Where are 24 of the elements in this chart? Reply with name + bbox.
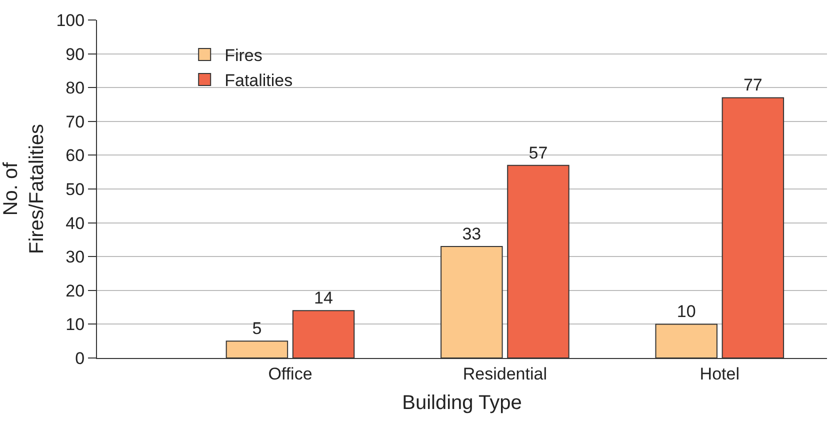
legend-label: Fires (224, 46, 262, 66)
y-tick-label: 50 (66, 180, 85, 199)
data-label: 77 (743, 76, 762, 95)
y-tick-label: 80 (66, 78, 85, 98)
x-tick-label: Office (268, 364, 312, 384)
x-tick-label: Residential (462, 364, 547, 384)
y-tick-label: 40 (66, 214, 85, 233)
y-tick-label: 70 (66, 112, 85, 132)
x-axis-title: Building Type (402, 392, 522, 414)
data-label: 10 (676, 302, 696, 322)
y-tick-label: 30 (66, 248, 85, 267)
y-tick-label: 0 (75, 348, 85, 368)
data-label: 14 (314, 288, 333, 308)
y-tick-label: 10 (66, 315, 85, 334)
x-tick-label: Hotel (700, 364, 740, 384)
data-label: 33 (462, 224, 482, 244)
y-tick-label: 60 (66, 146, 85, 166)
y-axis-title: No. of Fires/Fatalities (0, 124, 48, 254)
y-tick-label: 20 (66, 281, 85, 300)
legend-label: Fatalities (224, 71, 293, 90)
data-label: 57 (528, 143, 548, 162)
data-label: 5 (252, 319, 262, 338)
y-tick-label: 100 (56, 10, 85, 30)
y-tick-label: 90 (66, 44, 85, 64)
